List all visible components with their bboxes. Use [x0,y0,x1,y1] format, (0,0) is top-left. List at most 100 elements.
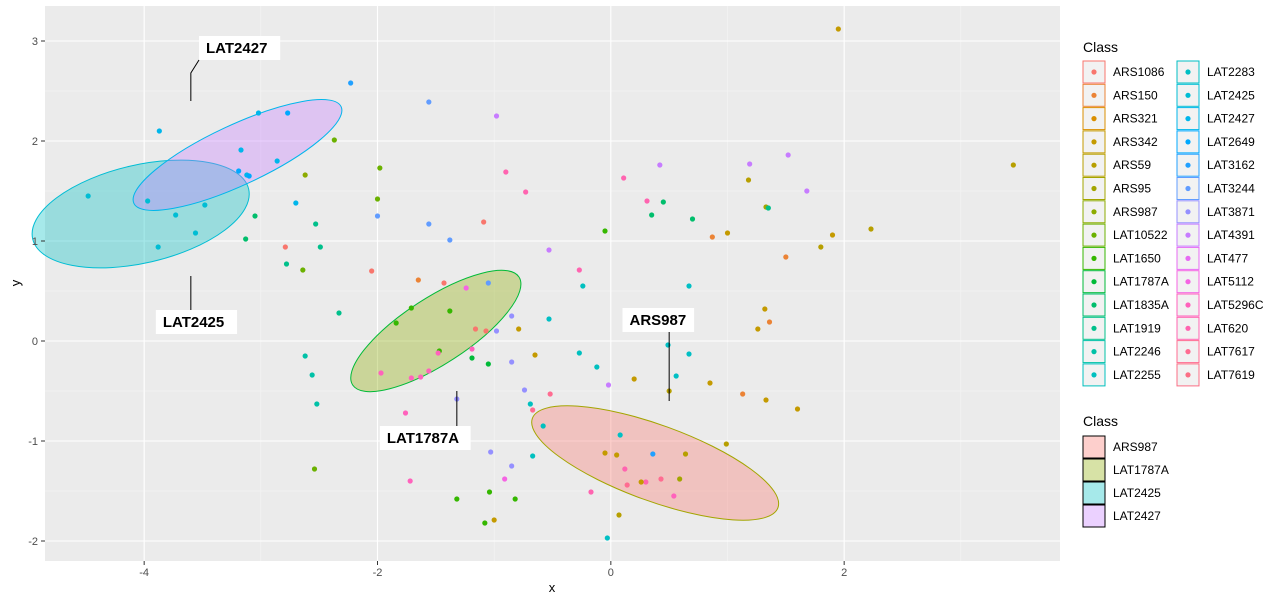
data-point [317,244,323,250]
data-point [282,244,288,250]
data-point [644,198,650,204]
data-point [614,452,620,458]
data-point [588,489,594,495]
data-point [509,463,515,469]
data-point [677,476,683,482]
legend-key-point [1091,232,1097,238]
data-point [594,364,600,370]
axes: -4 -2 0 2 -2 -1 0 1 2 3 [28,36,847,579]
legend-label: LAT2649 [1207,135,1255,149]
data-point [638,479,644,485]
legend-label: LAT2255 [1113,368,1161,382]
data-point [527,401,533,407]
callout-box [155,310,238,334]
legend-key-point [1091,116,1097,122]
data-point [546,247,552,253]
data-point [516,326,522,332]
legend-key-point [1091,69,1097,75]
data-point [246,173,252,179]
data-point [631,376,637,382]
callout-box [622,308,695,332]
legend-key-point [1091,92,1097,98]
data-point [374,196,381,202]
legend-key-point [1091,185,1097,192]
callout-label: LAT2425 [163,314,224,331]
data-point [509,313,515,319]
legend-key-point [1091,209,1097,215]
legend-label: ARS987 [1113,205,1158,219]
legend-label: LAT620 [1207,321,1248,335]
data-point [617,432,623,438]
data-point [415,277,421,283]
data-point [649,212,655,218]
data-point [393,320,399,326]
data-point [755,326,761,332]
legend-label: LAT3871 [1207,205,1255,219]
data-point [604,535,610,541]
data-point [493,113,500,119]
data-point [481,219,487,225]
legend-label-ellipse: LAT2425 [1113,486,1161,500]
legend-label: LAT5112 [1207,275,1254,289]
legend-key-point [1185,232,1191,238]
data-point [724,230,731,236]
data-point [621,175,627,181]
callout-box [199,36,281,60]
x-tick-label: -2 [373,567,383,579]
data-point [682,451,689,457]
grid-minor [45,6,1060,561]
data-point [723,441,729,447]
data-point [660,199,666,205]
data-point [576,267,582,273]
legend-key-point [1185,302,1191,308]
legend-key-point [1091,162,1097,168]
y-tick-label: -1 [28,436,38,448]
data-point [745,177,752,183]
data-point [835,26,841,32]
data-point [547,391,553,397]
data-point [243,236,249,242]
data-point [671,493,677,499]
data-point [488,449,494,455]
legend-title: Class [1083,39,1118,55]
legend-key-point [1185,349,1191,355]
legend-label: ARS342 [1113,135,1158,149]
legend-key-point [1185,279,1191,285]
ellipse-lat2427 [132,99,343,211]
legend-label-ellipse: LAT2427 [1113,509,1161,523]
data-point [314,401,320,407]
legend-label: LAT2425 [1207,88,1255,102]
legend-label: LAT3244 [1207,182,1255,196]
legend-key-point [1185,139,1191,145]
data-point [783,254,789,260]
legend-label: ARS1086 [1113,65,1165,79]
class-legend-points: Class ARS1086 ARS150 ARS321 ARS342 ARS59 ARS9… [1082,39,1264,387]
y-axis-title: y [8,279,23,286]
data-point [523,189,529,195]
data-point [530,453,536,459]
data-point [485,280,491,286]
data-point [503,169,509,175]
data-point [602,228,608,234]
data-point [300,267,306,273]
data-point [441,280,447,286]
ellipse-layer [31,99,780,521]
data-point [274,158,280,164]
data-point [747,161,753,167]
point-layer [85,26,1016,541]
legend-key-ellipse [1082,504,1106,528]
data-point [236,168,242,174]
data-point [447,237,453,243]
data-point [491,517,497,523]
data-point [763,397,769,403]
data-point [302,353,308,359]
x-tick-label: -4 [139,567,149,579]
callout-layer: LAT2427 LAT2425 LAT1787A ARS987 [155,36,695,450]
data-point [469,355,475,361]
data-point [426,221,432,227]
legend-label: LAT1650 [1113,251,1161,265]
data-point [804,188,810,194]
y-tick-label: 0 [32,336,38,348]
legend-label: ARS95 [1113,182,1151,196]
